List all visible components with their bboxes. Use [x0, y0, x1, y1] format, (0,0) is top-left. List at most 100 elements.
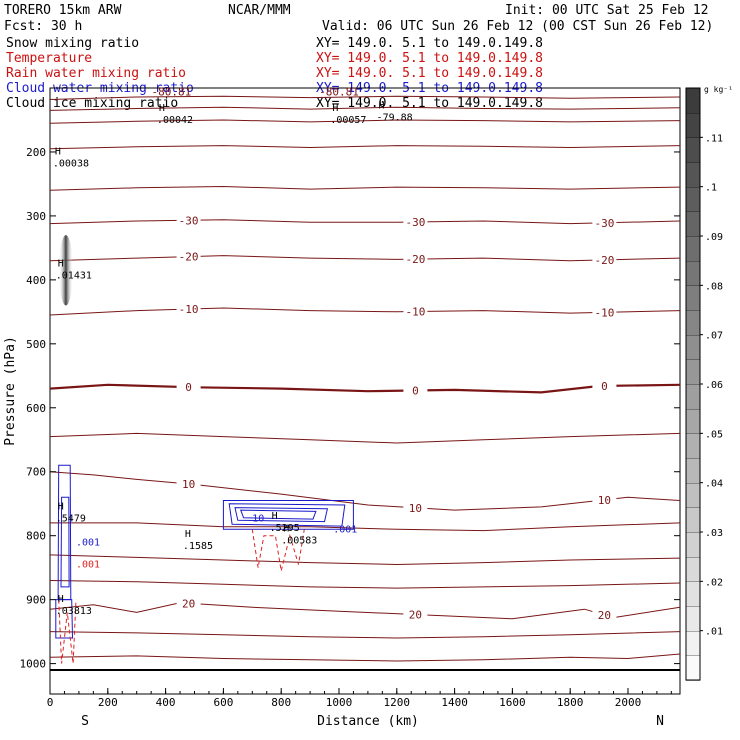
x-tick-label: 1400 [441, 696, 468, 709]
extremum-value: .03813 [56, 606, 92, 617]
y-tick-label: 600 [26, 402, 46, 415]
temperature-contour [49, 432, 681, 444]
colorbar-segment [685, 112, 701, 138]
temperature-contour-label: 10 [598, 494, 611, 507]
plot-area: -80.81 -80.81 -30 -30 -30 -20 -20 -20 -10 -10 -10 0… [20, 86, 681, 709]
temperature-contour-label: 0 [601, 380, 608, 393]
colorbar-segment [685, 507, 701, 533]
extremum-value: -79.88 [377, 112, 413, 123]
temperature-contour-label: 20 [409, 609, 422, 622]
extremum-value: .00583 [281, 536, 317, 547]
temperature-contour [49, 580, 681, 589]
cloud-water-contours [55, 464, 354, 639]
axes: 0 200 400 600 800 1000 1200 1400 1600 1800 2000200… [20, 146, 680, 709]
contour-label-bg [403, 253, 428, 265]
colorbar-segment [685, 285, 701, 311]
south-label: S [81, 714, 89, 729]
cloud-water-contour [234, 507, 329, 523]
y-tick-label: 800 [26, 530, 46, 543]
colorbar-tick-label: .09 [705, 232, 723, 243]
temperature-contour [49, 383, 681, 394]
extremum-marker: H [379, 100, 385, 111]
temperature-contour [49, 119, 681, 124]
temperature-contour-label: 10 [182, 478, 195, 491]
contour-label-bg [176, 214, 201, 226]
temperature-contour [49, 554, 681, 566]
temperature-contour [50, 522, 681, 532]
colorbar-segment [685, 235, 701, 262]
x-tick-label: 0 [47, 696, 54, 709]
valid-time: Valid: 06 UTC Sun 26 Feb 12 (00 CST Sun … [322, 19, 713, 34]
temperature-contour [49, 602, 681, 620]
colorbar-segment [685, 137, 701, 163]
colorbar-tick-label: .07 [705, 331, 723, 342]
colorbar-segment [685, 605, 701, 632]
rain-water-contours [58, 529, 305, 664]
field-xy: XY= 149.0. 5.1 to 149.0.149.8 [316, 66, 543, 81]
extremum-marker: H [58, 258, 64, 269]
colorbar-segment [685, 531, 701, 558]
colorbar-tick-label: .08 [705, 281, 723, 292]
temperature-contour-label: -30 [179, 214, 199, 227]
colorbar-segment [685, 433, 701, 459]
temperature-contour-label: 20 [598, 609, 611, 622]
x-tick-label: 1600 [499, 696, 526, 709]
x-tick-label: 400 [156, 696, 176, 709]
extremum-marker: H [332, 103, 338, 114]
temperature-contour [49, 307, 681, 316]
cloud-water-contour [228, 503, 346, 527]
contour-label-bg [592, 306, 617, 318]
contour-label-bg [403, 501, 428, 513]
colorbar: g kg⁻¹ .01 .02 .03 .04 .05 .06 .07 .08 .09 .1 .11 [685, 85, 733, 681]
inline-contour-label: .001 [76, 537, 100, 548]
temperature-contour [49, 145, 681, 150]
contour-label-bg [592, 608, 617, 620]
temperature-contour [49, 653, 681, 662]
colorbar-segment [685, 630, 701, 656]
contour-label-bg [592, 493, 617, 505]
extremum-value: .5295 [270, 523, 300, 534]
colorbar-segment [685, 186, 701, 212]
y-tick-label: 700 [26, 466, 46, 479]
colorbar-segment [685, 383, 701, 410]
colorbar-segment [685, 457, 701, 484]
temperature-contour-label: -30 [405, 216, 425, 229]
temperature-contour-label: 0 [412, 384, 419, 397]
temperature-contour-label: -20 [405, 253, 425, 266]
field-name: Snow mixing ratio [6, 36, 139, 51]
colorbar-segment [685, 482, 701, 508]
temperature-contour-label: -10 [594, 306, 614, 319]
contour-labels: -80.81 -80.81 -30 -30 -30 -20 -20 -20 -10 -10 -10 0… [53, 86, 617, 622]
colorbar-unit: g kg⁻¹ [704, 85, 733, 94]
cloud-water-contour [239, 509, 317, 520]
contour-label-bg [592, 379, 617, 391]
contour-label-bg [592, 216, 617, 228]
field-name: Rain water mixing ratio [6, 66, 186, 81]
temperature-contour [49, 471, 681, 511]
contour-label-bg [592, 253, 617, 265]
colorbar-tick-label: .01 [705, 627, 723, 638]
contour-label-bg [176, 303, 201, 315]
x-tick-label: 800 [271, 696, 291, 709]
temperature-contour-label: -80.81 [319, 86, 359, 99]
temperature-contour [49, 185, 681, 191]
colorbar-tick-label: .1 [705, 183, 717, 194]
x-tick-label: 600 [213, 696, 233, 709]
extremum-marker: H [283, 524, 289, 535]
temperature-contour-label: 20 [182, 597, 195, 610]
colorbar-segment [685, 408, 701, 434]
extremum-marker: H [159, 103, 165, 114]
colorbar-segment [685, 556, 701, 582]
north-label: N [656, 714, 664, 729]
snow-shading [58, 235, 73, 306]
colorbar-segment [685, 309, 701, 336]
temperature-contour-label: -20 [594, 254, 614, 267]
y-tick-label: 200 [26, 146, 46, 159]
init-time: Init: 00 UTC Sat 25 Feb 12 [505, 3, 709, 18]
extremum-value: .1585 [183, 541, 213, 552]
inline-contour-label: .001 [333, 524, 357, 535]
cloud-water-contour [60, 496, 70, 588]
extremum-value: .00057 [330, 115, 366, 126]
y-tick-label: 900 [26, 594, 46, 607]
